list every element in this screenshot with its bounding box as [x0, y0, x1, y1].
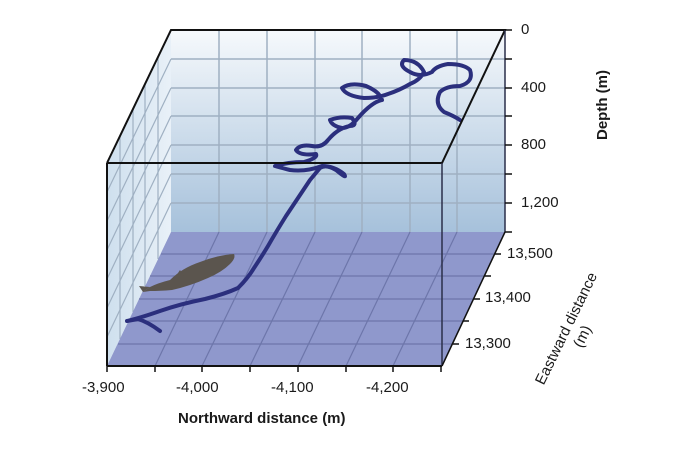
north-axis-title: Northward distance (m) [178, 410, 346, 427]
depth-tick-0: 0 [521, 21, 530, 38]
depth-tick-1200: 1,200 [521, 194, 559, 211]
floor [107, 231, 505, 367]
depth-tick-400: 400 [521, 79, 547, 96]
north-tick-4100: -4,100 [271, 379, 314, 396]
north-tick-3900: -3,900 [82, 379, 125, 396]
east-axis-ticks [453, 253, 501, 345]
east-tick-13500: 13,500 [507, 245, 553, 262]
east-tick-13300: 13,300 [465, 335, 511, 352]
north-tick-4000: -4,000 [176, 379, 219, 396]
north-axis-ticks [106, 366, 442, 372]
dive-track-line [125, 58, 473, 333]
depth-tick-800: 800 [521, 136, 547, 153]
east-tick-13400: 13,400 [485, 289, 531, 306]
depth-axis-ticks [505, 29, 512, 233]
depth-axis-title: Depth (m) [594, 70, 611, 140]
left-wall [106, 30, 172, 366]
north-tick-4200: -4,200 [366, 379, 409, 396]
whale-icon [139, 254, 235, 292]
